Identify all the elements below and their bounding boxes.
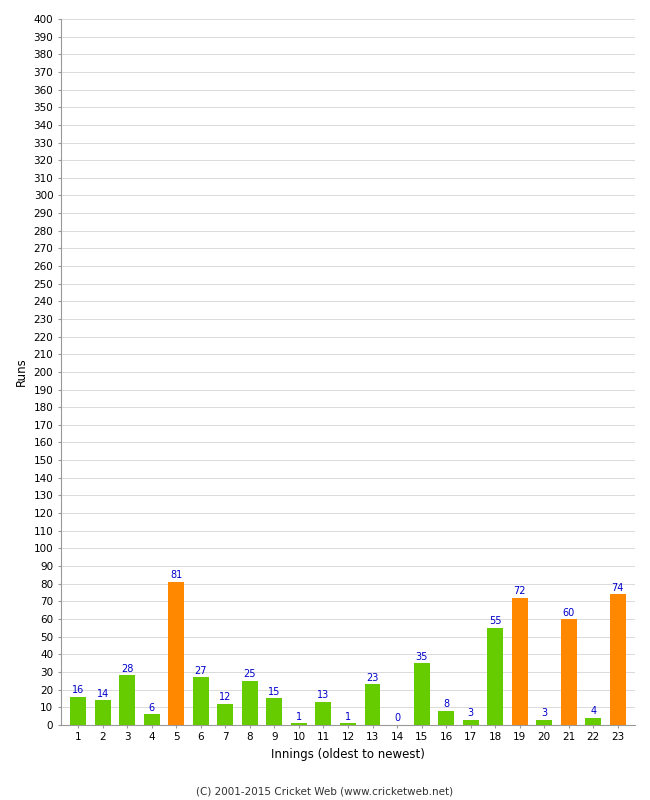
Text: 74: 74 bbox=[612, 583, 624, 593]
Text: 8: 8 bbox=[443, 699, 449, 710]
Text: 4: 4 bbox=[590, 706, 596, 716]
Bar bbox=[561, 619, 577, 725]
Bar bbox=[438, 710, 454, 725]
Bar bbox=[340, 723, 356, 725]
Text: (C) 2001-2015 Cricket Web (www.cricketweb.net): (C) 2001-2015 Cricket Web (www.cricketwe… bbox=[196, 786, 454, 796]
Text: 0: 0 bbox=[394, 714, 400, 723]
Bar bbox=[242, 681, 258, 725]
Bar bbox=[512, 598, 528, 725]
Text: 1: 1 bbox=[345, 712, 351, 722]
Bar bbox=[217, 704, 233, 725]
Text: 72: 72 bbox=[514, 586, 526, 596]
Text: 25: 25 bbox=[244, 670, 256, 679]
Text: 81: 81 bbox=[170, 570, 183, 581]
Bar bbox=[119, 675, 135, 725]
Text: 13: 13 bbox=[317, 690, 330, 701]
Bar bbox=[536, 719, 552, 725]
Bar bbox=[463, 719, 478, 725]
Y-axis label: Runs: Runs bbox=[15, 358, 28, 386]
Bar bbox=[70, 697, 86, 725]
Text: 12: 12 bbox=[219, 692, 231, 702]
Bar bbox=[365, 684, 380, 725]
Text: 1: 1 bbox=[296, 712, 302, 722]
Bar bbox=[488, 628, 503, 725]
Bar bbox=[291, 723, 307, 725]
Bar bbox=[315, 702, 332, 725]
Text: 15: 15 bbox=[268, 687, 281, 697]
Text: 3: 3 bbox=[541, 708, 547, 718]
Text: 27: 27 bbox=[194, 666, 207, 676]
Text: 35: 35 bbox=[415, 652, 428, 662]
Bar bbox=[95, 700, 110, 725]
X-axis label: Innings (oldest to newest): Innings (oldest to newest) bbox=[271, 748, 425, 761]
Bar bbox=[585, 718, 601, 725]
Bar bbox=[610, 594, 626, 725]
Text: 60: 60 bbox=[563, 607, 575, 618]
Bar bbox=[193, 677, 209, 725]
Bar bbox=[266, 698, 282, 725]
Text: 55: 55 bbox=[489, 616, 501, 626]
Text: 14: 14 bbox=[96, 689, 109, 698]
Text: 16: 16 bbox=[72, 685, 84, 695]
Text: 28: 28 bbox=[121, 664, 133, 674]
Text: 3: 3 bbox=[467, 708, 474, 718]
Text: 23: 23 bbox=[367, 673, 379, 683]
Bar bbox=[413, 663, 430, 725]
Bar bbox=[144, 714, 160, 725]
Bar bbox=[168, 582, 184, 725]
Text: 6: 6 bbox=[149, 703, 155, 713]
